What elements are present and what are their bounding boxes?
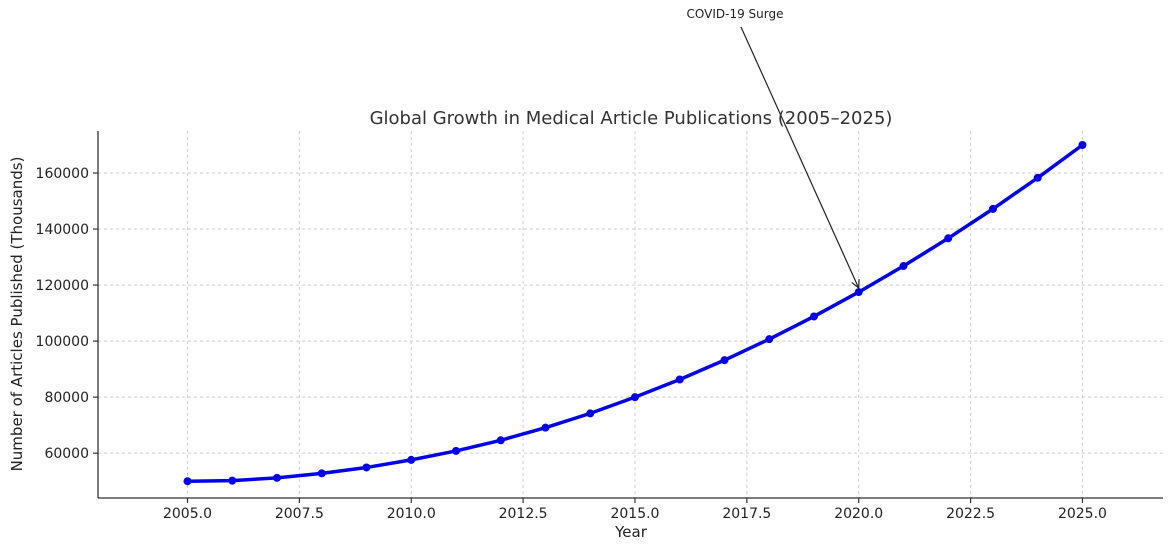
x-tick-label: 2025.0: [1058, 506, 1107, 522]
x-tick-label: 2017.5: [722, 506, 771, 522]
data-point: [183, 477, 192, 486]
data-point: [586, 409, 595, 418]
data-point: [765, 335, 774, 344]
y-tick-label: 80000: [44, 390, 89, 406]
data-point: [944, 234, 953, 243]
data-point: [362, 463, 371, 472]
y-tick-label: 160000: [36, 166, 89, 182]
tick-labels: 2005.0 2007.5 2010.0 2012.5 2015.0 2017.5 2020…: [36, 166, 1107, 522]
data-point: [451, 446, 460, 455]
x-tick-label: 2012.5: [499, 506, 548, 522]
data-point: [407, 455, 416, 464]
data-point: [272, 473, 281, 482]
y-tick-label: 60000: [44, 446, 89, 462]
annotation-label: COVID-19 Surge: [687, 7, 784, 21]
data-point: [1078, 141, 1087, 150]
data-point: [541, 423, 550, 432]
x-tick-label: 2007.5: [275, 506, 324, 522]
chart-title: Global Growth in Medical Article Publica…: [370, 108, 893, 129]
data-point: [809, 312, 818, 321]
x-tick-label: 2010.0: [387, 506, 436, 522]
data-point: [1033, 173, 1042, 182]
data-point: [988, 204, 997, 213]
y-axis-label: Number of Articles Published (Thousands): [8, 157, 26, 472]
x-tick-label: 2005.0: [163, 506, 212, 522]
grid: [98, 131, 1163, 498]
y-tick-label: 100000: [36, 334, 89, 350]
data-series: [183, 141, 1087, 486]
annotation-arrow: [740, 26, 859, 288]
axes: [97, 131, 1163, 499]
y-tick-label: 120000: [36, 278, 89, 294]
data-point: [630, 393, 639, 402]
y-tick-label: 140000: [36, 222, 89, 238]
x-tick-label: 2020.0: [834, 506, 883, 522]
annotation: COVID-19 Surge: [687, 7, 859, 288]
data-point: [496, 436, 505, 445]
data-point: [720, 356, 729, 365]
x-axis-label: Year: [614, 523, 648, 541]
data-point: [317, 469, 326, 478]
data-point: [228, 476, 237, 485]
data-point: [899, 262, 908, 271]
data-point: [675, 375, 684, 384]
data-point: [854, 288, 863, 297]
x-tick-label: 2022.5: [946, 506, 995, 522]
x-tick-label: 2015.0: [610, 506, 659, 522]
